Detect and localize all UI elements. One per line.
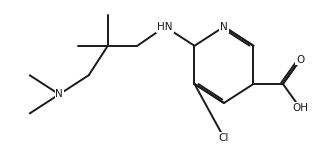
Text: Cl: Cl (219, 133, 229, 143)
Text: N: N (55, 89, 63, 99)
Text: HN: HN (157, 22, 173, 32)
Text: N: N (220, 22, 228, 32)
Text: O: O (296, 55, 304, 65)
Text: OH: OH (292, 103, 308, 113)
